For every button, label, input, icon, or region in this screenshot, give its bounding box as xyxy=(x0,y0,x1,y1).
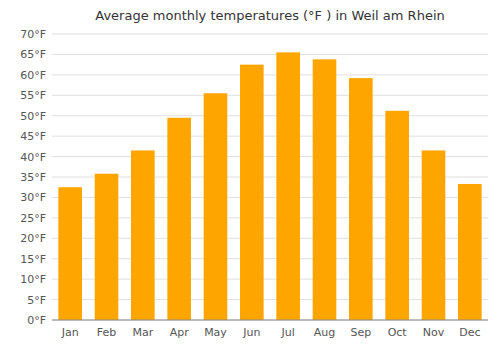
y-tick-label: 30°F xyxy=(20,191,46,204)
y-tick-label: 25°F xyxy=(20,212,46,225)
y-tick-label: 10°F xyxy=(20,273,46,286)
x-tick-label: Dec xyxy=(459,326,480,339)
x-tick-label: Feb xyxy=(97,326,116,339)
y-tick-label: 35°F xyxy=(20,171,46,184)
y-tick-label: 40°F xyxy=(20,151,46,164)
x-tick-label: Nov xyxy=(423,326,445,339)
bars xyxy=(58,52,481,320)
y-tick-label: 45°F xyxy=(20,130,46,143)
chart: Average monthly temperatures (°F ) in We… xyxy=(0,0,500,350)
y-tick-label: 60°F xyxy=(20,69,46,82)
x-axis-line xyxy=(52,320,488,321)
y-tick-label: 70°F xyxy=(20,28,46,41)
x-tick-label: Aug xyxy=(314,326,335,339)
bar xyxy=(204,93,228,320)
title: Average monthly temperatures (°F ) in We… xyxy=(95,8,444,23)
bar xyxy=(240,65,264,320)
grid-line xyxy=(52,320,488,321)
bar xyxy=(58,187,82,320)
chart-container: Average monthly temperatures (°F ) in We… xyxy=(0,0,500,350)
bar xyxy=(458,184,482,320)
bar xyxy=(385,111,409,320)
y-tick-label: 55°F xyxy=(20,89,46,102)
bar xyxy=(95,174,119,320)
y-tick-label: 20°F xyxy=(20,232,46,245)
y-tick-label: 0°F xyxy=(27,314,46,327)
grid-line xyxy=(52,54,488,55)
x-tick-label: Jun xyxy=(242,326,260,339)
grid-line xyxy=(52,136,488,137)
y-tick-label: 65°F xyxy=(20,48,46,61)
x-tick-label: May xyxy=(204,326,227,339)
grid-line xyxy=(52,115,488,116)
y-axis: 0°F 5°F 10°F 15°F 20°F 25°F 30°F 35°F 40°F 45°F 50… xyxy=(20,28,46,327)
y-tick-label: 50°F xyxy=(20,110,46,123)
x-axis: Jan Feb Mar Apr May Jun Jul Aug Sep Oct Nov Dec xyxy=(52,320,488,339)
x-tick-label: Jul xyxy=(281,326,295,339)
x-tick-label: Sep xyxy=(350,326,371,339)
bar xyxy=(276,52,300,320)
y-tick-label: 15°F xyxy=(20,253,46,266)
bar xyxy=(131,150,155,320)
y-grid xyxy=(52,34,488,320)
bar xyxy=(422,150,446,320)
x-tick-label: Mar xyxy=(132,326,153,339)
bar xyxy=(167,118,191,320)
grid-line xyxy=(52,34,488,35)
y-tick-label: 5°F xyxy=(27,294,46,307)
bar xyxy=(313,59,337,320)
bar xyxy=(349,78,373,320)
grid-line xyxy=(52,74,488,75)
x-tick-label: Jan xyxy=(61,326,79,339)
x-tick-label: Oct xyxy=(388,326,408,339)
x-tick-label: Apr xyxy=(170,326,190,339)
grid-line xyxy=(52,95,488,96)
